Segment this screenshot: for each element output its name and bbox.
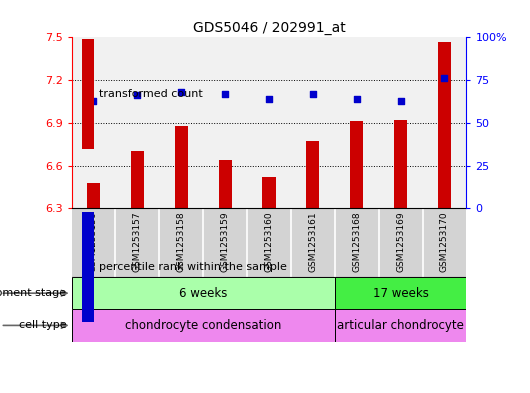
Text: GSM1253161: GSM1253161 [308, 211, 317, 272]
Bar [262, 177, 276, 208]
Title: GDS5046 / 202991_at: GDS5046 / 202991_at [192, 21, 346, 35]
Point [133, 92, 142, 99]
Text: GSM1253158: GSM1253158 [176, 211, 186, 272]
Bar [72, 309, 335, 342]
Bar [438, 42, 451, 208]
Bar [335, 309, 466, 342]
Bar [160, 37, 203, 208]
Point [264, 96, 273, 102]
Text: 6 weeks: 6 weeks [179, 286, 227, 300]
Text: transformed count: transformed count [99, 89, 203, 99]
Text: percentile rank within the sample: percentile rank within the sample [99, 262, 287, 272]
Bar [378, 37, 422, 208]
Bar [175, 126, 188, 208]
Bar [203, 37, 247, 208]
Text: 17 weeks: 17 weeks [373, 286, 429, 300]
Bar [72, 37, 116, 208]
Bar [116, 37, 160, 208]
Text: GSM1253156: GSM1253156 [89, 211, 98, 272]
Point [352, 96, 361, 102]
Text: chondrocyte condensation: chondrocyte condensation [125, 319, 281, 332]
Text: articular chondrocyte: articular chondrocyte [337, 319, 464, 332]
Text: cell type: cell type [19, 320, 66, 331]
Bar [350, 121, 363, 208]
Text: GSM1253160: GSM1253160 [264, 211, 273, 272]
Point [89, 97, 98, 104]
Bar [87, 183, 100, 208]
Bar [291, 37, 335, 208]
Point [396, 97, 405, 104]
Bar [394, 120, 407, 208]
Point [221, 91, 229, 97]
Text: GSM1253159: GSM1253159 [220, 211, 229, 272]
Bar [72, 277, 335, 309]
Point [440, 75, 449, 81]
Bar [131, 151, 144, 208]
Text: development stage: development stage [0, 288, 66, 298]
Bar [422, 37, 466, 208]
Bar [335, 277, 466, 309]
Text: GSM1253170: GSM1253170 [440, 211, 449, 272]
Text: GSM1253157: GSM1253157 [133, 211, 142, 272]
Bar [306, 141, 320, 208]
Bar [247, 37, 291, 208]
Point [308, 91, 317, 97]
Bar [335, 37, 378, 208]
Text: GSM1253168: GSM1253168 [352, 211, 361, 272]
Text: GSM1253169: GSM1253169 [396, 211, 405, 272]
Point [177, 89, 186, 95]
Bar [218, 160, 232, 208]
